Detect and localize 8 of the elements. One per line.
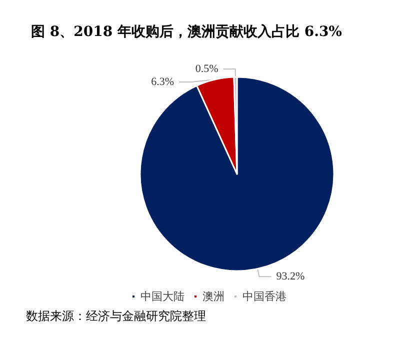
source-note: 数据来源：经济与金融研究院整理 bbox=[26, 309, 206, 323]
legend-label: 中国大陆 bbox=[140, 290, 184, 303]
legend-label: 中国香港 bbox=[242, 290, 286, 303]
legend-label: 澳洲 bbox=[202, 290, 224, 303]
data-label: 6.3% bbox=[151, 76, 174, 88]
data-label: 93.2% bbox=[276, 270, 305, 283]
data-label: 0.5% bbox=[195, 63, 218, 76]
chart-title: 图 8、2018 年收购后，澳洲贡献收入占比 6.3% bbox=[31, 23, 342, 40]
